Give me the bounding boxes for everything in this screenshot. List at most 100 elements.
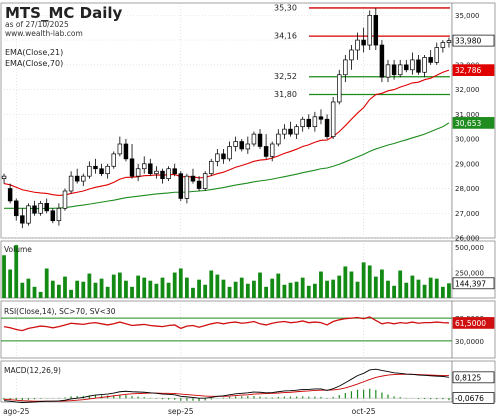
macd-hist-bar — [277, 396, 279, 399]
candle-body — [81, 175, 86, 182]
volume-bar — [142, 277, 147, 298]
candle-body — [385, 64, 391, 78]
macd-hist-bar — [344, 393, 346, 399]
volume-bar — [325, 280, 329, 298]
macd-hist-bar — [241, 396, 243, 399]
macd-hist-bar — [210, 398, 212, 400]
candle-body — [166, 168, 171, 179]
macd-hist-bar — [204, 398, 206, 401]
candle-body — [148, 163, 153, 175]
macd-hist-bar — [168, 398, 170, 400]
volume-bar — [26, 278, 31, 298]
macd-hist-bar — [369, 388, 371, 399]
volume-bar — [81, 281, 86, 298]
macd-hist-bar — [76, 396, 78, 399]
candle-body — [135, 168, 141, 177]
candle-body — [105, 165, 110, 175]
candle-body — [99, 168, 104, 175]
volume-bar — [2, 255, 6, 298]
volume-bar — [252, 280, 256, 298]
candle-body — [330, 101, 336, 137]
macd-hist-bar — [15, 398, 17, 401]
candle-body — [74, 175, 80, 182]
candle-body — [129, 158, 135, 177]
volume-bar — [337, 275, 342, 298]
macd-hist-bar — [137, 396, 139, 399]
volume-bar — [319, 271, 323, 298]
volume-bar — [124, 280, 128, 298]
volume-bar — [148, 280, 153, 298]
volume-bar — [361, 262, 366, 298]
volume-bar — [184, 277, 189, 298]
macd-line — [4, 368, 450, 403]
candle-body — [294, 126, 299, 135]
price-y-tick: 26,000 — [455, 235, 480, 243]
volume-bar — [343, 266, 348, 298]
volume-bar — [331, 279, 336, 298]
candle-body — [282, 128, 287, 135]
volume-bar — [117, 272, 122, 298]
macd-hist-bar — [442, 398, 444, 400]
volume-bar — [258, 272, 262, 298]
volume-bar — [355, 281, 360, 298]
volume-bar — [300, 277, 305, 298]
volume-bar — [215, 274, 220, 298]
volume-bar — [166, 282, 171, 298]
candle-body — [50, 210, 56, 222]
candle-body — [306, 118, 312, 128]
volume-bar — [57, 284, 61, 298]
level-label: 32,52 — [274, 72, 297, 81]
volume-bar — [386, 280, 390, 298]
candle-body — [361, 39, 366, 46]
rsi-line — [3, 316, 449, 332]
macd-hist-bar — [289, 396, 292, 399]
volume-bar — [178, 268, 183, 298]
macd-hist-bar — [192, 398, 194, 401]
volume-bar — [233, 281, 238, 298]
candle-body — [312, 116, 318, 128]
candle-body — [62, 190, 68, 209]
macd-hist-bar — [64, 397, 66, 399]
candle-body — [373, 15, 379, 46]
candle-body — [245, 143, 251, 150]
macd-hist-bar — [302, 396, 304, 399]
macd-hist-bar — [247, 396, 249, 399]
x-tick-label: oct-25 — [352, 407, 376, 416]
rsi-pane-label: RSI(Close,14), SC>70, SV<30 — [4, 307, 116, 316]
candle-body — [440, 42, 446, 48]
price-y-tick: 30,000 — [455, 136, 480, 144]
candle-body — [93, 165, 98, 170]
macd-hist-bar — [356, 389, 359, 399]
macd-hist-bar — [375, 389, 377, 399]
candle-body — [276, 133, 281, 145]
macd-hist-bar — [295, 396, 298, 399]
volume-bar — [404, 282, 409, 298]
volume-bar — [69, 289, 73, 298]
volume-bar — [288, 282, 293, 298]
candle-body — [178, 173, 184, 199]
volume-bar — [349, 271, 354, 298]
candle-body — [318, 116, 324, 120]
macd-hist-bar — [58, 397, 60, 399]
macd-hist-bar — [21, 398, 23, 401]
volume-bar — [276, 273, 281, 298]
candle-body — [422, 57, 427, 73]
macd-hist-bar — [3, 398, 5, 400]
level-label: 31,80 — [274, 90, 297, 99]
macd-hist-bar — [320, 396, 322, 399]
volume-bar — [380, 269, 384, 298]
legend-ema21: EMA(Close,21) — [5, 48, 63, 57]
pane-frame-vol — [0, 240, 453, 299]
macd-hist-bar — [180, 398, 182, 401]
last-close-label: 33,980 — [455, 37, 481, 46]
last-ema70-label: 30,653 — [455, 119, 481, 128]
macd-hist-bar — [393, 396, 395, 399]
candle-body — [44, 203, 49, 212]
x-tick-label: sep-25 — [168, 407, 194, 416]
volume-bar — [422, 284, 427, 298]
macd-hist-bar — [448, 398, 450, 401]
candle-body — [343, 59, 348, 76]
candle-body — [239, 141, 244, 150]
candle-body — [1, 175, 7, 179]
macd-hist-bar — [40, 398, 42, 399]
